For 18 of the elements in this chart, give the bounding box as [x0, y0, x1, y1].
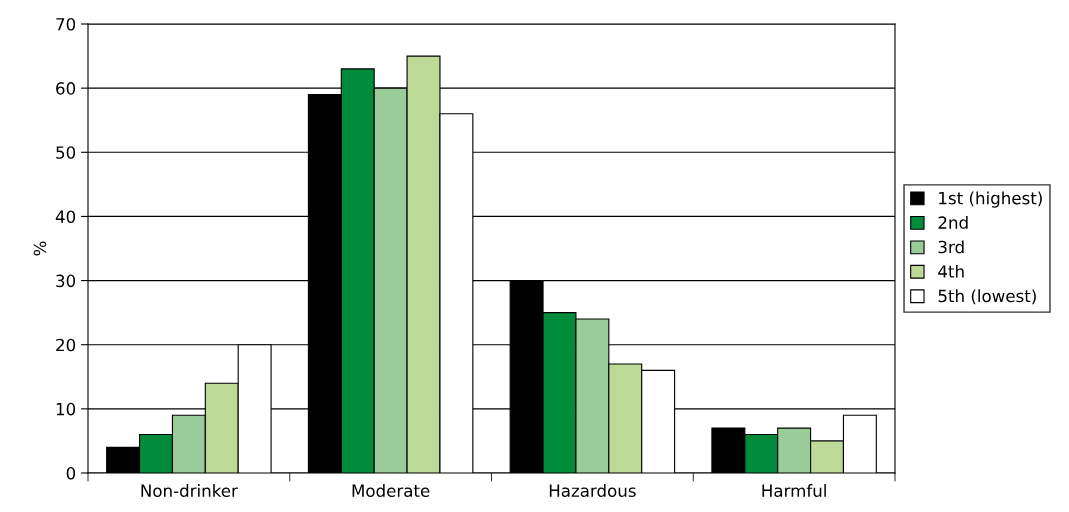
legend-label: 2nd: [938, 215, 968, 229]
legend-label: 5th (lowest): [938, 289, 1036, 305]
legend-label: 3rd: [938, 240, 964, 254]
legend-label: 1st (highest): [939, 191, 1042, 208]
x-tick-label: Hazardous: [549, 484, 636, 498]
y-tick-label: 30: [56, 274, 76, 288]
y-tick-label: 20: [56, 338, 76, 352]
y-tick-label: 60: [56, 82, 76, 95]
x-tick-label: Moderate: [352, 484, 430, 498]
legend-label: 4th: [938, 264, 964, 278]
y-tick-label: 0: [66, 466, 76, 480]
y-tick-label: 70: [56, 17, 76, 31]
y-tick-label: 50: [56, 146, 76, 159]
x-tick-label: Harmful: [762, 484, 826, 498]
y-tick-label: 10: [56, 402, 76, 416]
y-tick-label: 40: [55, 210, 76, 223]
x-tick-label: Non-drinker: [141, 484, 238, 498]
y-axis-title: %: [33, 241, 47, 256]
